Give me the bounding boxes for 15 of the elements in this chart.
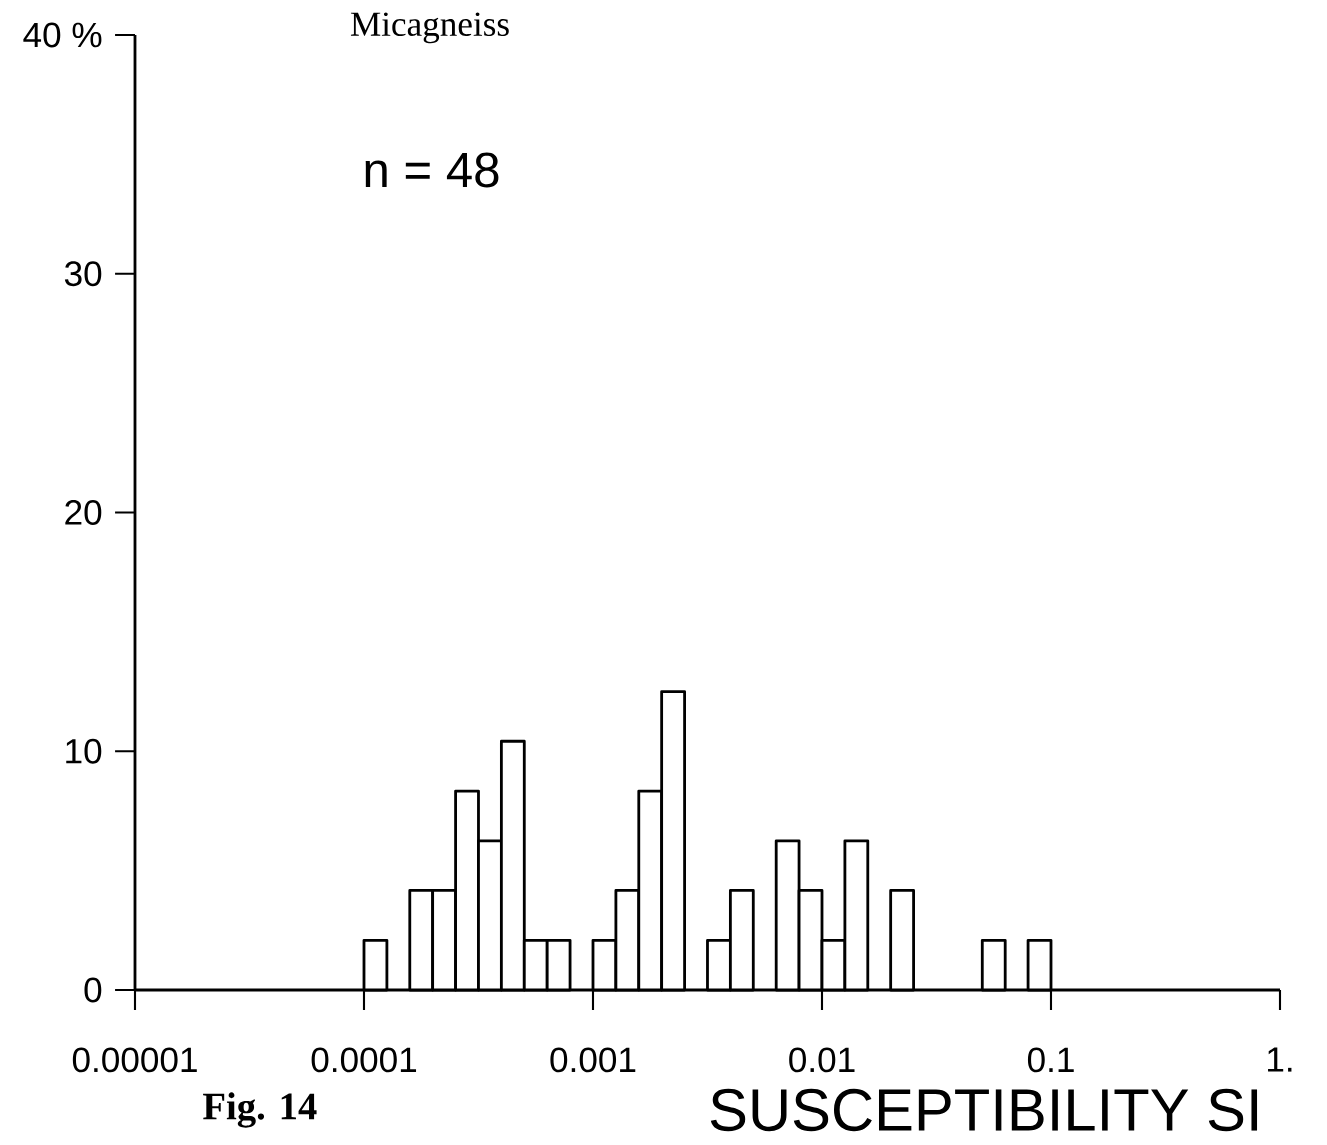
x-tick-label: 0.01 — [789, 1047, 855, 1073]
y-tick-label: 20 — [65, 500, 102, 525]
y-tick-label: 0 — [84, 977, 102, 1003]
x-tick-label: 0.001 — [550, 1047, 636, 1073]
annotation: n = 48 — [365, 152, 499, 188]
x-tick-label: 0.1 — [1027, 1047, 1074, 1073]
chart-title: Micagneiss — [350, 12, 509, 44]
x-tick-label: 1. — [1268, 1047, 1292, 1072]
x-tick-label: 0.0001 — [311, 1047, 417, 1073]
y-tick-label: 10 — [66, 738, 102, 764]
text: Fig. 14 — [203, 1092, 317, 1128]
y-tick-label: 30 — [64, 261, 102, 287]
y-tick-label: 40 % — [23, 22, 102, 48]
x-axis-title: SUSCEPTIBILITY SI — [710, 1088, 1258, 1132]
x-tick-label: 0.00001 — [72, 1047, 197, 1073]
